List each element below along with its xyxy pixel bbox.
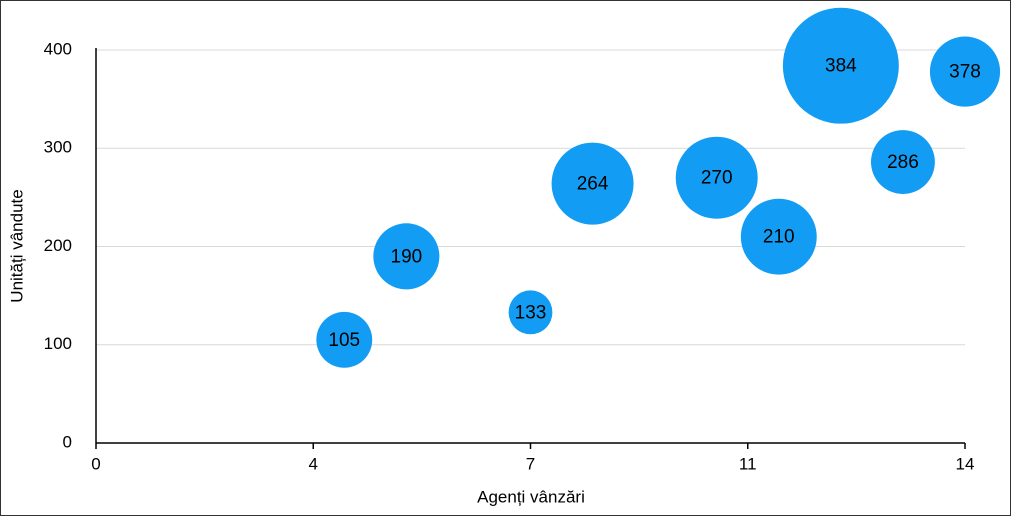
y-tick-label: 400 [44, 39, 72, 58]
x-tick-label: 14 [956, 454, 975, 473]
data-label: 384 [825, 56, 857, 77]
bubble [675, 136, 758, 219]
data-label: 133 [515, 302, 547, 323]
bubble [316, 311, 373, 368]
bubble [782, 7, 899, 124]
data-label: 210 [763, 227, 795, 248]
x-tick-label: 11 [739, 454, 757, 473]
x-tick-label: 7 [526, 454, 535, 473]
data-label: 378 [949, 62, 981, 83]
data-label: 264 [577, 174, 609, 195]
bubble [373, 223, 440, 290]
data-label: 270 [701, 168, 733, 189]
bubble [870, 130, 935, 194]
x-tick-label: 0 [91, 454, 100, 473]
bubble [929, 36, 1001, 107]
data-label: 286 [887, 152, 919, 173]
y-tick-label: 300 [44, 138, 72, 157]
x-tick-label: 4 [309, 454, 318, 473]
y-tick-label: 0 [63, 432, 72, 451]
x-axis-title: Agenți vânzări [477, 487, 585, 506]
bubble [551, 142, 634, 225]
y-tick-label: 100 [44, 334, 72, 353]
y-axis-title: Unități vândute [7, 189, 26, 302]
y-tick-label: 200 [44, 236, 72, 255]
bubble [508, 290, 553, 335]
bubble [740, 198, 817, 275]
data-label: 105 [328, 330, 360, 351]
data-label: 190 [391, 246, 423, 267]
